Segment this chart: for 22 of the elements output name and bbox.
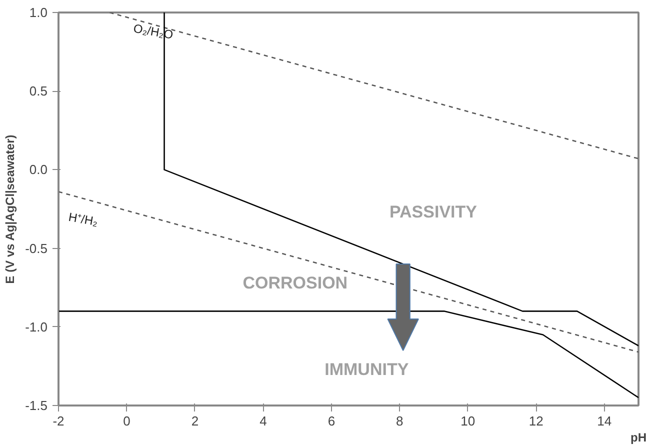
y-tick-label: 0.0 (29, 162, 48, 178)
annotation: PASSIVITY (389, 202, 478, 222)
x-axis-title: pH (630, 430, 646, 444)
annotation: CORROSION (242, 273, 348, 292)
annotation: H⁺/H₂ (68, 210, 100, 229)
x-tick-label: 12 (528, 414, 544, 428)
y-tick-label: 1.0 (29, 5, 48, 20)
y-tick-label: 0.5 (29, 84, 48, 99)
x-tick-label: 8 (396, 414, 404, 428)
y-tick-label: -1.0 (25, 319, 48, 334)
y-tick-label: -0.5 (25, 240, 48, 256)
x-tick-label: 4 (260, 414, 267, 428)
y-axis-title: E (V vs Ag|AgCl|seawater) (3, 134, 18, 284)
x-tick-label: 2 (191, 414, 199, 428)
y-tick-label: -1.5 (25, 398, 48, 413)
x-tick-label: 14 (597, 414, 612, 428)
x-tick-label: 0 (123, 414, 130, 428)
annotation: O₂/H₂O (132, 21, 174, 42)
x-tick-label: 10 (460, 414, 476, 428)
x-tick-label: 6 (328, 414, 336, 428)
x-tick-label: -2 (52, 414, 64, 428)
annotation: IMMUNITY (324, 360, 410, 379)
